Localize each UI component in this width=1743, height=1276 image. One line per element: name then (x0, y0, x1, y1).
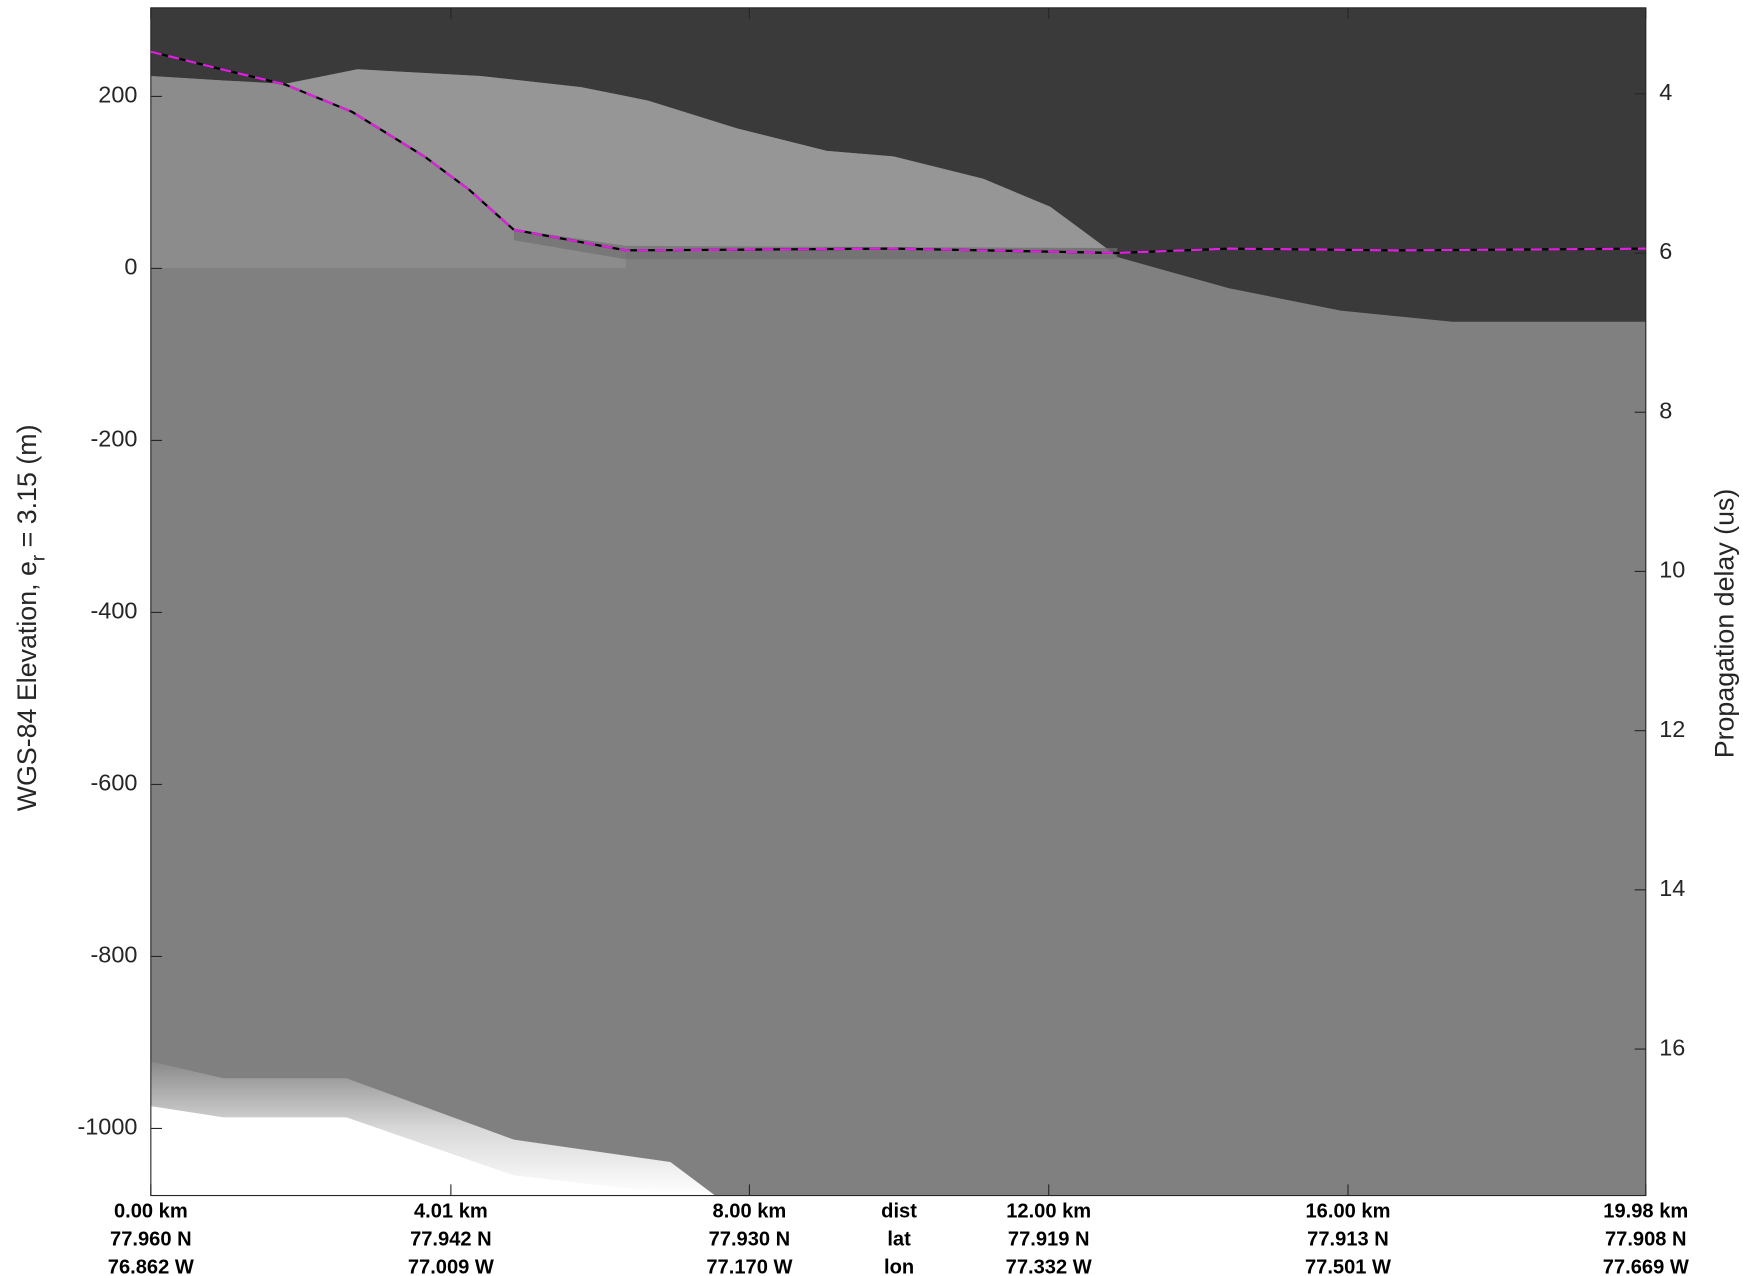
y2-tick-label: 4 (1659, 79, 1672, 105)
radargram-image (150, 7, 1646, 1196)
lon-label: 76.862 W (108, 1256, 194, 1276)
y-tick-label: -400 (90, 598, 137, 624)
y-tick-label: -800 (90, 942, 137, 968)
x-tick-label: 12.00 km (1006, 1201, 1091, 1223)
y-tick-label: 200 (98, 82, 137, 108)
y-axis-title-main: WGS-84 Elevation, e (12, 561, 42, 811)
lat-label: 77.908 N (1605, 1229, 1687, 1251)
plot-frame (150, 7, 1647, 1197)
lat-label: 77.930 N (709, 1229, 791, 1251)
lon-label: 77.170 W (706, 1256, 792, 1276)
y-tick-label: -200 (90, 426, 137, 452)
x-tick-label: 16.00 km (1306, 1201, 1391, 1223)
x-tick-label: 0.00 km (114, 1201, 188, 1223)
surface-pick (150, 50, 1646, 255)
lon-label: 77.669 W (1603, 1256, 1689, 1276)
lat-label: 77.913 N (1307, 1229, 1389, 1251)
y-tick-label: -1000 (77, 1114, 137, 1140)
y-axis-title-suffix: = 3.15 (m) (12, 424, 42, 554)
y2-axis-title: Propagation delay (us) (1709, 489, 1739, 759)
x-tick-label: 4.01 km (414, 1201, 488, 1223)
y2-tick-label: 16 (1659, 1034, 1685, 1060)
x-tick-label: 19.98 km (1603, 1201, 1688, 1223)
x-tick-label: 8.00 km (713, 1201, 787, 1223)
lat-label: 77.942 N (410, 1229, 492, 1251)
lon-label: 77.009 W (408, 1256, 494, 1276)
lat-label: 77.960 N (110, 1229, 192, 1251)
y-axis-title-sub: r (29, 555, 50, 561)
lon-label: 77.332 W (1006, 1256, 1092, 1276)
y2-tick-label: 8 (1659, 397, 1672, 423)
y2-tick-label: 14 (1659, 875, 1685, 901)
y-axis-title: WGS-84 Elevation, er = 3.15 (m) (12, 424, 50, 811)
y2-tick-label: 12 (1659, 716, 1685, 742)
row-label: lat (887, 1229, 911, 1251)
y2-tick-label: 6 (1659, 238, 1672, 264)
y-tick-label: -600 (90, 770, 137, 796)
lon-label: 77.501 W (1305, 1256, 1391, 1276)
lat-label: 77.919 N (1008, 1229, 1090, 1251)
row-label: lon (884, 1256, 914, 1276)
y-tick-label: 0 (124, 254, 137, 280)
row-label: dist (881, 1201, 917, 1223)
y2-tick-label: 10 (1659, 557, 1685, 583)
